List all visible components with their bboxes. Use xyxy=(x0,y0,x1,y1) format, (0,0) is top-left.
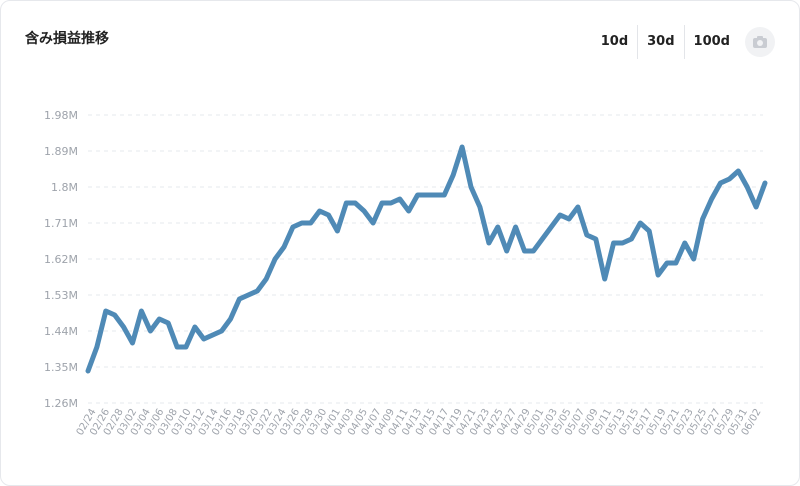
y-tick-label: 1.53M xyxy=(44,289,78,302)
y-tick-label: 1.26M xyxy=(44,397,78,410)
y-tick-label: 1.8M xyxy=(51,181,78,194)
range-100d-button[interactable]: 100d xyxy=(685,25,739,59)
range-10d-button[interactable]: 10d xyxy=(592,25,637,59)
y-tick-label: 1.35M xyxy=(44,361,78,374)
y-tick-label: 1.44M xyxy=(44,325,78,338)
y-tick-label: 1.62M xyxy=(44,253,78,266)
y-tick-label: 1.89M xyxy=(44,145,78,158)
y-tick-label: 1.71M xyxy=(44,217,78,230)
chart-title: 含み損益推移 xyxy=(25,31,109,47)
range-divider xyxy=(683,25,685,59)
series-line xyxy=(85,144,768,374)
range-divider xyxy=(637,25,639,59)
range-30d-button[interactable]: 30d xyxy=(638,25,683,59)
y-tick-label: 1.98M xyxy=(44,109,78,122)
camera-icon xyxy=(753,36,767,48)
snapshot-button[interactable] xyxy=(745,27,775,57)
range-selector: 10d 30d 100d xyxy=(592,25,775,59)
